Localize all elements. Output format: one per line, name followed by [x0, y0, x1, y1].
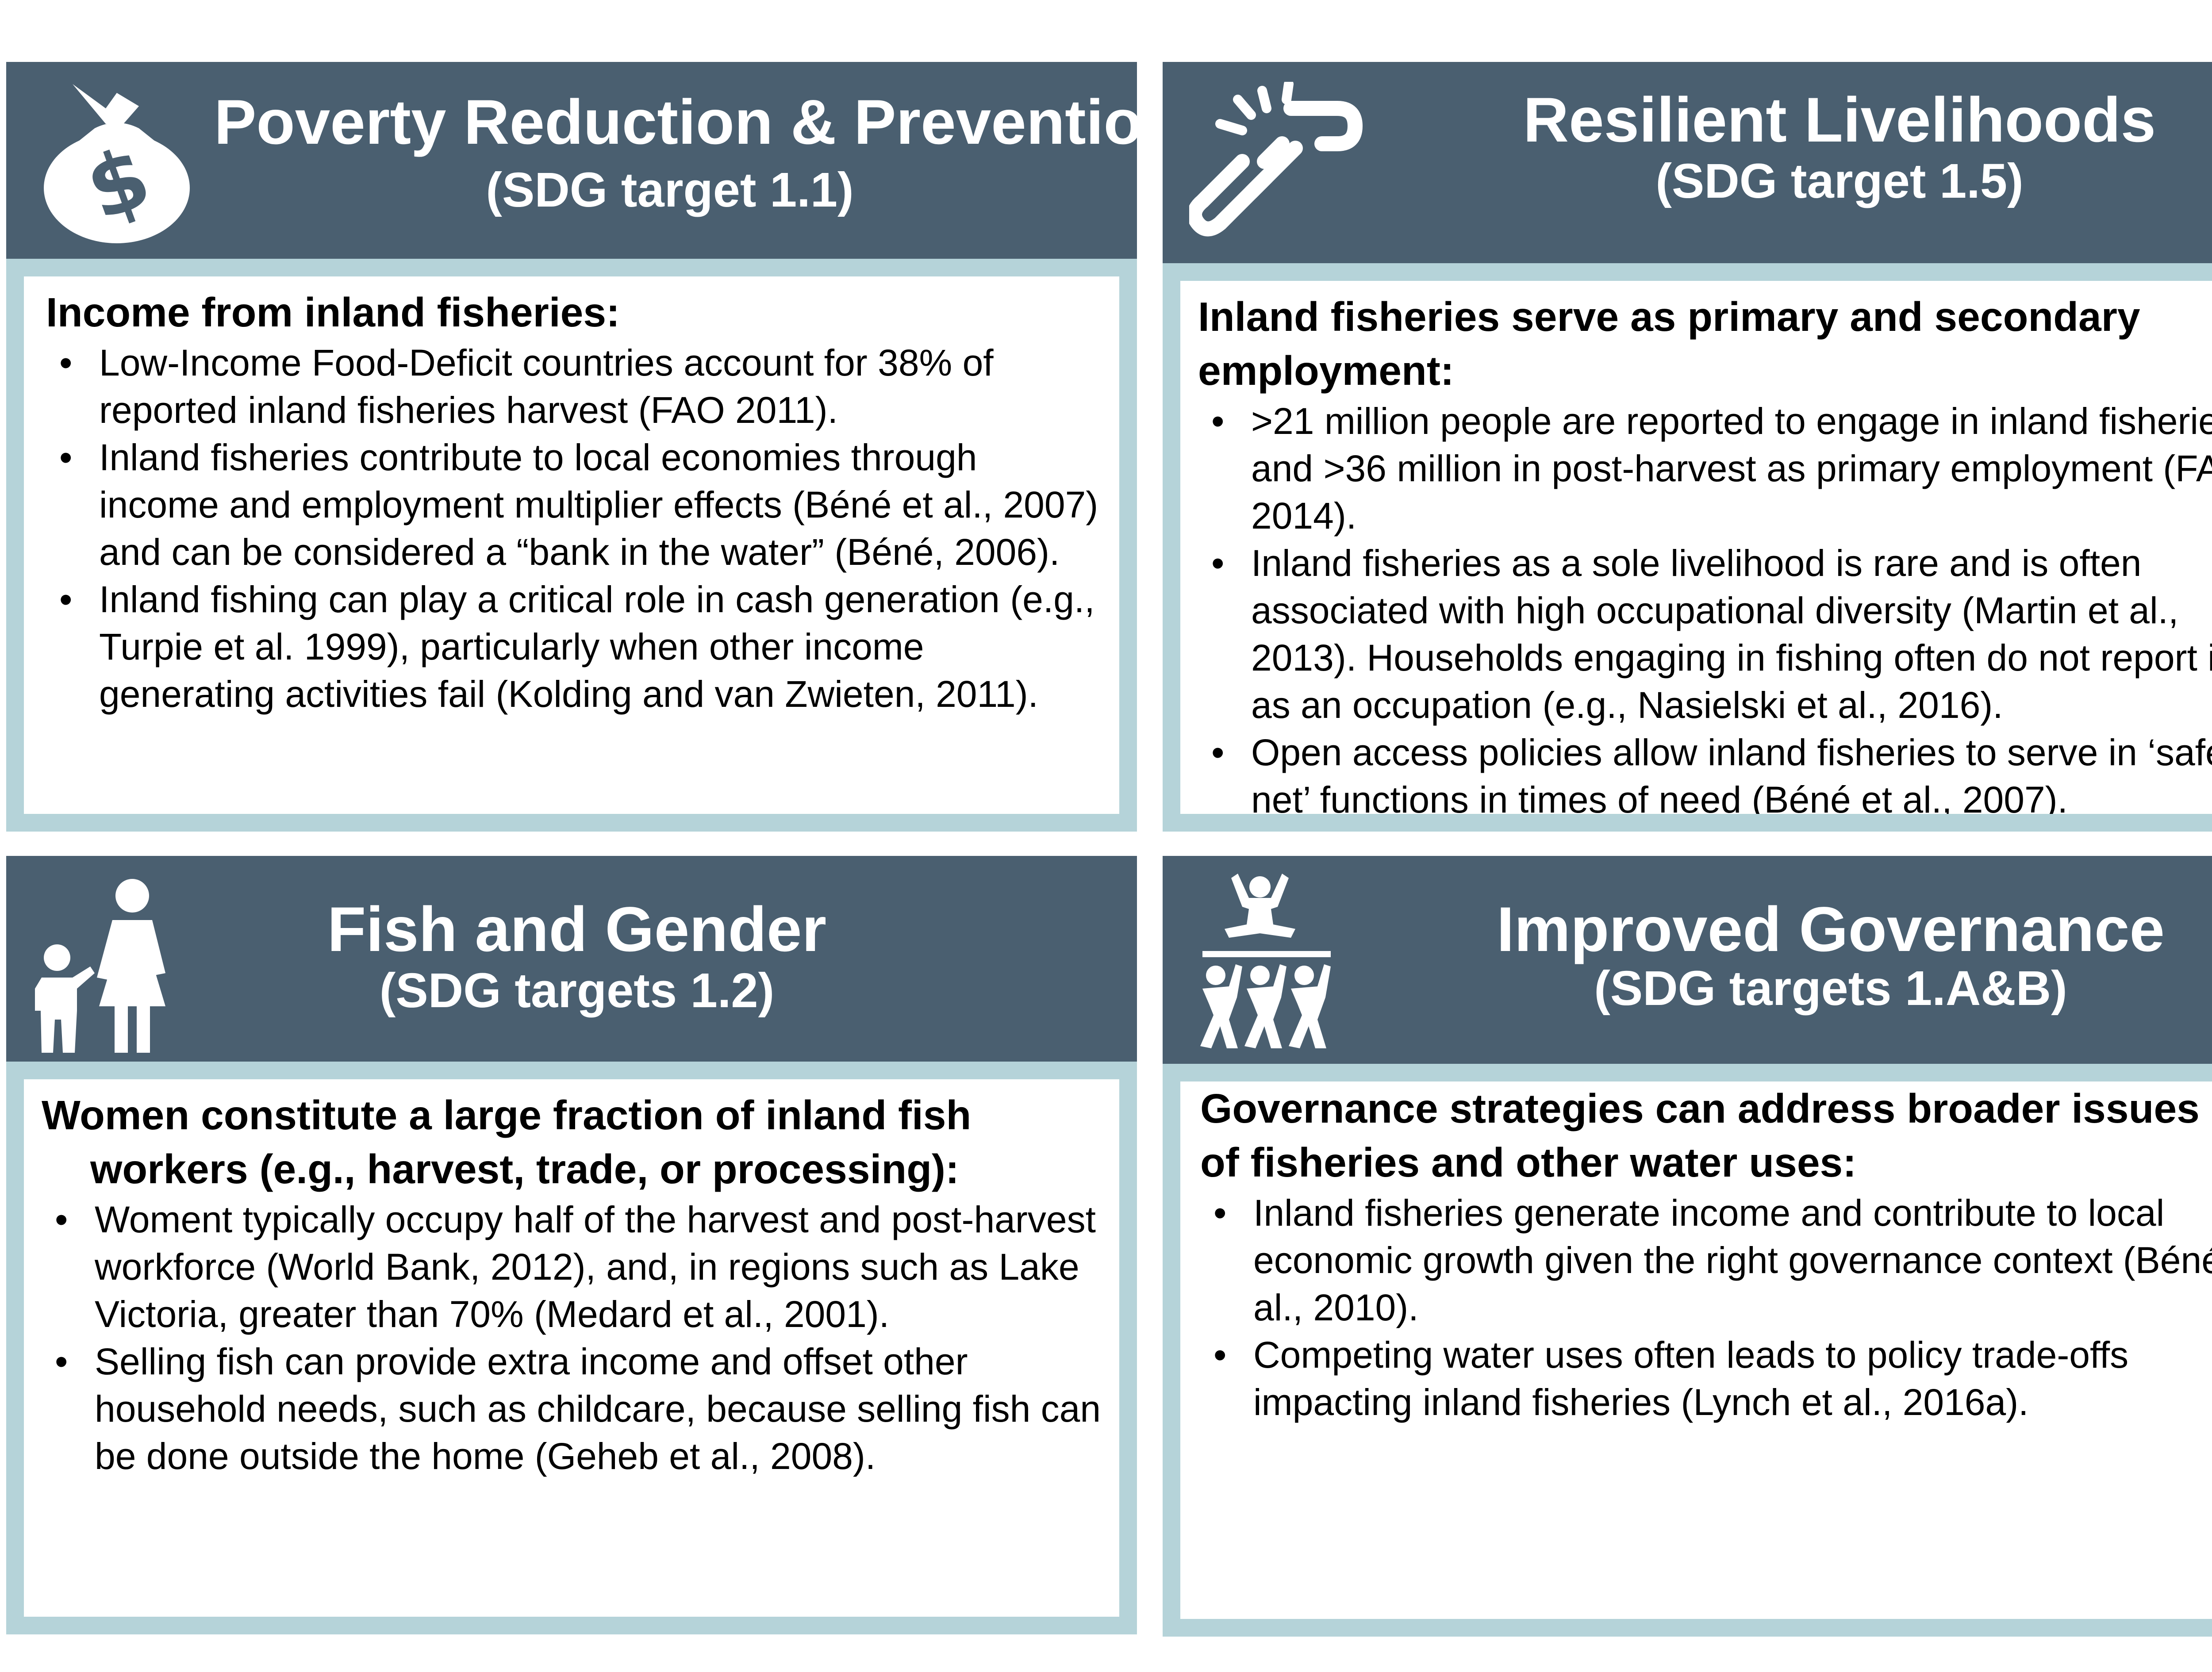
panel-title: Fish and Gender: [327, 894, 827, 965]
panel-heading-line-2: employment:: [1198, 348, 1454, 394]
list-item: Open access policies allow inland fisher…: [1198, 729, 2212, 814]
panel-title: Resilient Livelihoods: [1523, 85, 2156, 155]
panel-fish-and-gender: Fish and Gender (SDG targets 1.2) Women …: [6, 856, 1137, 1634]
panel-subtitle: (SDG targets 1.A&B): [1594, 961, 2067, 1016]
panel-content: Women constitute a large fraction of inl…: [24, 1079, 1119, 1617]
panel-title: Improved Governance: [1497, 894, 2165, 965]
panel-header: Improved Governance (SDG targets 1.A&B): [1163, 856, 2212, 1064]
list-item: Selling fish can provide extra income an…: [42, 1338, 1106, 1480]
panel-title: Poverty Reduction & Prevention: [214, 87, 1181, 157]
panel-heading-line-1: Women constitute a large fraction of inl…: [42, 1092, 972, 1138]
panel-heading-line-1: Governance strategies can address broade…: [1200, 1085, 2200, 1131]
panel-subtitle: (SDG target 1.5): [1655, 154, 2024, 208]
list-item: Competing water uses often leads to poli…: [1200, 1331, 2212, 1426]
woman-child-icon: [33, 878, 183, 1053]
panel-heading: Women constitute a large fraction of inl…: [42, 1088, 1106, 1196]
bullet-list: Woment typically occupy half of the harv…: [42, 1196, 1106, 1480]
panel-improved-governance: Improved Governance (SDG targets 1.A&B) …: [1163, 856, 2212, 1637]
list-item: Low-Income Food-Deficit countries accoun…: [46, 339, 1102, 434]
panel-poverty-reduction: $ Poverty Reduction & Prevention (SDG ta…: [6, 62, 1181, 832]
broken-chain-icon: [1187, 79, 1366, 245]
panel-body-frame: Inland fisheries serve as primary and se…: [1163, 263, 2212, 832]
list-item: >21 million people are reported to engag…: [1198, 398, 2212, 540]
panel-body-frame: Women constitute a large fraction of inl…: [6, 1062, 1137, 1634]
bullet-list: >21 million people are reported to engag…: [1198, 398, 2212, 814]
bullet-list: Low-Income Food-Deficit countries accoun…: [46, 339, 1102, 718]
panel-body-frame: Governance strategies can address broade…: [1163, 1064, 2212, 1637]
panel-heading: Income from inland fisheries:: [46, 289, 620, 335]
panel-header: Resilient Livelihoods (SDG target 1.5): [1163, 62, 2212, 263]
list-item: Woment typically occupy half of the harv…: [42, 1196, 1106, 1338]
panel-heading-line-2: workers (e.g., harvest, trade, or proces…: [90, 1146, 959, 1192]
panel-subtitle: (SDG target 1.1): [486, 163, 854, 217]
panel-heading: Inland fisheries serve as primary and se…: [1198, 290, 2212, 398]
bullet-list: Inland fisheries generate income and con…: [1200, 1189, 2212, 1426]
panel-heading-line-2: of fisheries and other water uses:: [1200, 1139, 1857, 1185]
panel-body-frame: Income from inland fisheries: Low-Income…: [6, 259, 1137, 832]
panel-heading: Governance strategies can address broade…: [1200, 1081, 2212, 1189]
panel-content: Governance strategies can address broade…: [1180, 1081, 2212, 1619]
panel-content: Inland fisheries serve as primary and se…: [1180, 281, 2212, 814]
panel-header: Fish and Gender (SDG targets 1.2): [6, 856, 1137, 1062]
panel-heading-line-1: Inland fisheries serve as primary and se…: [1198, 294, 2140, 340]
list-item: Inland fisheries contribute to local eco…: [46, 434, 1102, 576]
panel-content: Income from inland fisheries: Low-Income…: [24, 276, 1119, 814]
money-bag-icon: $: [28, 75, 205, 248]
list-item: Inland fisheries generate income and con…: [1200, 1189, 2212, 1331]
list-item: Inland fisheries as a sole livelihood is…: [1198, 540, 2212, 729]
panel-subtitle: (SDG targets 1.2): [379, 963, 775, 1018]
people-lifting-icon: [1194, 874, 1353, 1051]
panel-header: $ Poverty Reduction & Prevention (SDG ta…: [6, 62, 1181, 259]
panel-resilient-livelihoods: Resilient Livelihoods (SDG target 1.5) I…: [1163, 62, 2212, 832]
list-item: Inland fishing can play a critical role …: [46, 576, 1102, 718]
